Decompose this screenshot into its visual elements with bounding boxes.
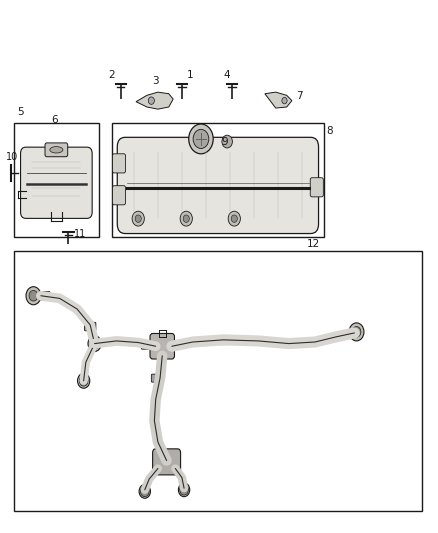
Text: 11: 11 — [74, 229, 86, 239]
Text: 10: 10 — [7, 152, 19, 162]
Circle shape — [349, 323, 364, 341]
Ellipse shape — [50, 147, 63, 153]
Circle shape — [79, 375, 88, 386]
Circle shape — [189, 124, 213, 154]
FancyBboxPatch shape — [218, 336, 229, 345]
Text: 5: 5 — [17, 107, 24, 117]
Circle shape — [78, 373, 90, 388]
Circle shape — [148, 97, 154, 104]
FancyBboxPatch shape — [39, 292, 50, 300]
FancyBboxPatch shape — [310, 177, 323, 197]
Text: 7: 7 — [296, 91, 303, 101]
Polygon shape — [136, 92, 173, 109]
Circle shape — [135, 215, 141, 222]
Circle shape — [282, 98, 287, 104]
Text: 6: 6 — [51, 115, 57, 125]
Circle shape — [222, 135, 233, 148]
Circle shape — [228, 211, 240, 226]
Circle shape — [90, 338, 99, 349]
Circle shape — [231, 215, 237, 222]
Circle shape — [141, 486, 149, 497]
Text: 9: 9 — [221, 136, 228, 147]
FancyBboxPatch shape — [152, 449, 180, 475]
Circle shape — [193, 130, 209, 149]
FancyBboxPatch shape — [117, 138, 318, 233]
Circle shape — [139, 484, 150, 498]
Circle shape — [88, 336, 101, 352]
Text: 2: 2 — [108, 70, 114, 80]
Circle shape — [183, 215, 189, 222]
FancyBboxPatch shape — [151, 374, 162, 382]
FancyBboxPatch shape — [113, 185, 126, 205]
FancyBboxPatch shape — [45, 143, 68, 157]
Bar — [14, 123, 99, 237]
Circle shape — [132, 211, 145, 226]
Bar — [112, 123, 324, 237]
Circle shape — [26, 287, 41, 305]
Text: 3: 3 — [152, 76, 159, 86]
Polygon shape — [265, 92, 292, 108]
FancyBboxPatch shape — [85, 322, 96, 331]
Circle shape — [178, 483, 190, 497]
Circle shape — [352, 327, 361, 337]
Circle shape — [180, 484, 188, 495]
Text: 8: 8 — [326, 126, 332, 136]
Text: 12: 12 — [306, 239, 320, 248]
Circle shape — [29, 290, 38, 301]
Text: 1: 1 — [187, 70, 194, 80]
Circle shape — [180, 211, 192, 226]
Bar — [14, 251, 422, 511]
FancyBboxPatch shape — [150, 334, 174, 359]
FancyBboxPatch shape — [113, 154, 126, 173]
FancyBboxPatch shape — [141, 341, 152, 349]
Text: 4: 4 — [223, 70, 230, 80]
FancyBboxPatch shape — [288, 339, 299, 348]
FancyBboxPatch shape — [21, 147, 92, 219]
